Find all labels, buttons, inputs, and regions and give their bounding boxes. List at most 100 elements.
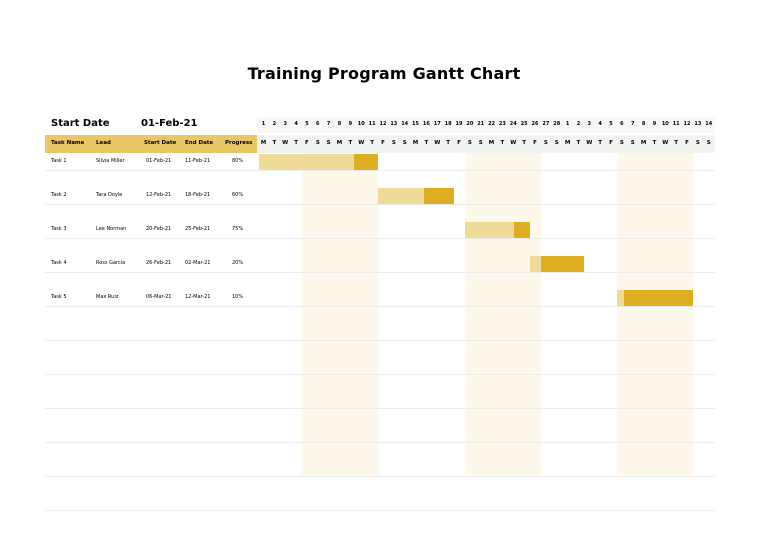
table-header-bar	[45, 135, 257, 153]
day-number: 7	[630, 121, 635, 127]
day-letter: S	[467, 140, 472, 146]
lead-cell[interactable]: Ross Garcia	[96, 260, 126, 266]
gantt-bar[interactable]	[258, 154, 378, 170]
day-letter: M	[336, 140, 343, 146]
bar-remaining-segment	[423, 188, 454, 204]
start-date-cell[interactable]: 01-Feb-21	[146, 158, 172, 164]
day-letter: M	[488, 140, 495, 146]
start-date-cell[interactable]: 12-Feb-21	[146, 192, 172, 198]
day-letter: F	[457, 140, 461, 146]
day-number: 10	[661, 121, 669, 127]
day-number: 8	[641, 121, 646, 127]
lead-cell[interactable]: Silvia Miller	[96, 158, 125, 164]
day-number: 18	[444, 121, 452, 127]
start-date-value[interactable]: 01-Feb-21	[141, 118, 198, 129]
day-number: 5	[609, 121, 613, 127]
progress-cell[interactable]: 20%	[232, 260, 244, 266]
progress-cell[interactable]: 80%	[232, 158, 244, 164]
day-number: 25	[520, 121, 528, 127]
lead-cell[interactable]: Tara Doyle	[96, 192, 123, 198]
day-number: 22	[488, 121, 496, 127]
start-date-cell[interactable]: 06-Mar-21	[146, 294, 172, 300]
day-letter: W	[434, 140, 441, 146]
day-number: 17	[433, 121, 441, 127]
row-gridline	[45, 374, 715, 375]
day-letter: S	[391, 140, 396, 146]
day-letter: T	[424, 140, 429, 146]
day-letter: S	[619, 140, 624, 146]
day-number: 23	[498, 121, 506, 127]
row-gridline	[45, 170, 715, 171]
day-letter: M	[412, 140, 419, 146]
day-letter: T	[294, 140, 298, 146]
day-number: 14	[401, 121, 409, 127]
bar-remaining-segment	[540, 256, 585, 272]
day-letter: T	[370, 140, 374, 146]
day-number: 11	[368, 121, 376, 127]
end-date-cell[interactable]: 18-Feb-21	[185, 192, 211, 198]
progress-cell[interactable]: 60%	[232, 192, 244, 198]
day-letter: W	[282, 140, 289, 146]
header-lead: Lead	[96, 140, 111, 146]
day-letter: T	[500, 140, 505, 146]
bar-remaining-segment	[624, 290, 693, 306]
end-date-cell[interactable]: 11-Feb-21	[185, 158, 211, 164]
day-number: 1	[565, 121, 570, 127]
day-letter: F	[685, 140, 689, 146]
end-date-cell[interactable]: 25-Feb-21	[185, 226, 211, 232]
day-letter: T	[674, 140, 679, 146]
day-letter: F	[609, 140, 613, 146]
day-number: 4	[294, 121, 298, 127]
end-date-cell[interactable]: 02-Mar-21	[185, 260, 211, 266]
day-number: 11	[672, 121, 680, 127]
day-letter: M	[640, 140, 647, 146]
day-letter: F	[305, 140, 309, 146]
bar-progress-segment	[530, 256, 541, 272]
gantt-bar[interactable]	[616, 290, 693, 306]
day-letter: S	[402, 140, 407, 146]
day-letter: S	[478, 140, 483, 146]
task-name-cell[interactable]: Task 1	[51, 158, 67, 164]
day-number: 9	[348, 121, 353, 127]
day-letter: S	[554, 140, 559, 146]
gantt-bar[interactable]	[377, 188, 454, 204]
row-gridline	[45, 408, 715, 409]
chart-title: Training Program Gantt Chart	[247, 64, 521, 83]
day-letter: W	[662, 140, 669, 146]
day-number: 12	[683, 121, 691, 127]
start-date-cell[interactable]: 20-Feb-21	[146, 226, 172, 232]
progress-cell[interactable]: 10%	[232, 294, 244, 300]
gantt-bar[interactable]	[464, 222, 530, 238]
day-letter: T	[348, 140, 353, 146]
day-number: 3	[587, 121, 592, 127]
progress-cell[interactable]: 75%	[232, 226, 244, 232]
gantt-bar[interactable]	[530, 256, 585, 272]
task-name-cell[interactable]: Task 4	[51, 260, 67, 266]
lead-cell[interactable]: Lee Norman	[96, 226, 127, 232]
day-number: 14	[705, 121, 713, 127]
day-letter: W	[586, 140, 593, 146]
row-gridline	[45, 340, 715, 341]
header-progress: Progress	[225, 140, 253, 146]
day-number: 9	[652, 121, 657, 127]
lead-cell[interactable]: Max Ruiz	[96, 294, 119, 300]
day-number: 13	[694, 121, 702, 127]
bar-remaining-segment	[354, 154, 378, 170]
day-number: 5	[305, 121, 309, 127]
day-number: 6	[316, 121, 320, 127]
task-name-cell[interactable]: Task 2	[51, 192, 67, 198]
end-date-cell[interactable]: 12-Mar-21	[185, 294, 211, 300]
day-letter: T	[652, 140, 657, 146]
bar-remaining-segment	[513, 222, 530, 238]
task-name-cell[interactable]: Task 5	[51, 294, 67, 300]
shaded-week-2	[464, 153, 541, 475]
day-number: 12	[379, 121, 387, 127]
day-number: 10	[357, 121, 365, 127]
day-letter: S	[630, 140, 635, 146]
day-letter: F	[381, 140, 385, 146]
row-gridline	[45, 238, 715, 239]
start-date-cell[interactable]: 26-Feb-21	[146, 260, 172, 266]
day-number: 2	[576, 121, 581, 127]
day-number: 19	[455, 121, 463, 127]
task-name-cell[interactable]: Task 3	[51, 226, 67, 232]
